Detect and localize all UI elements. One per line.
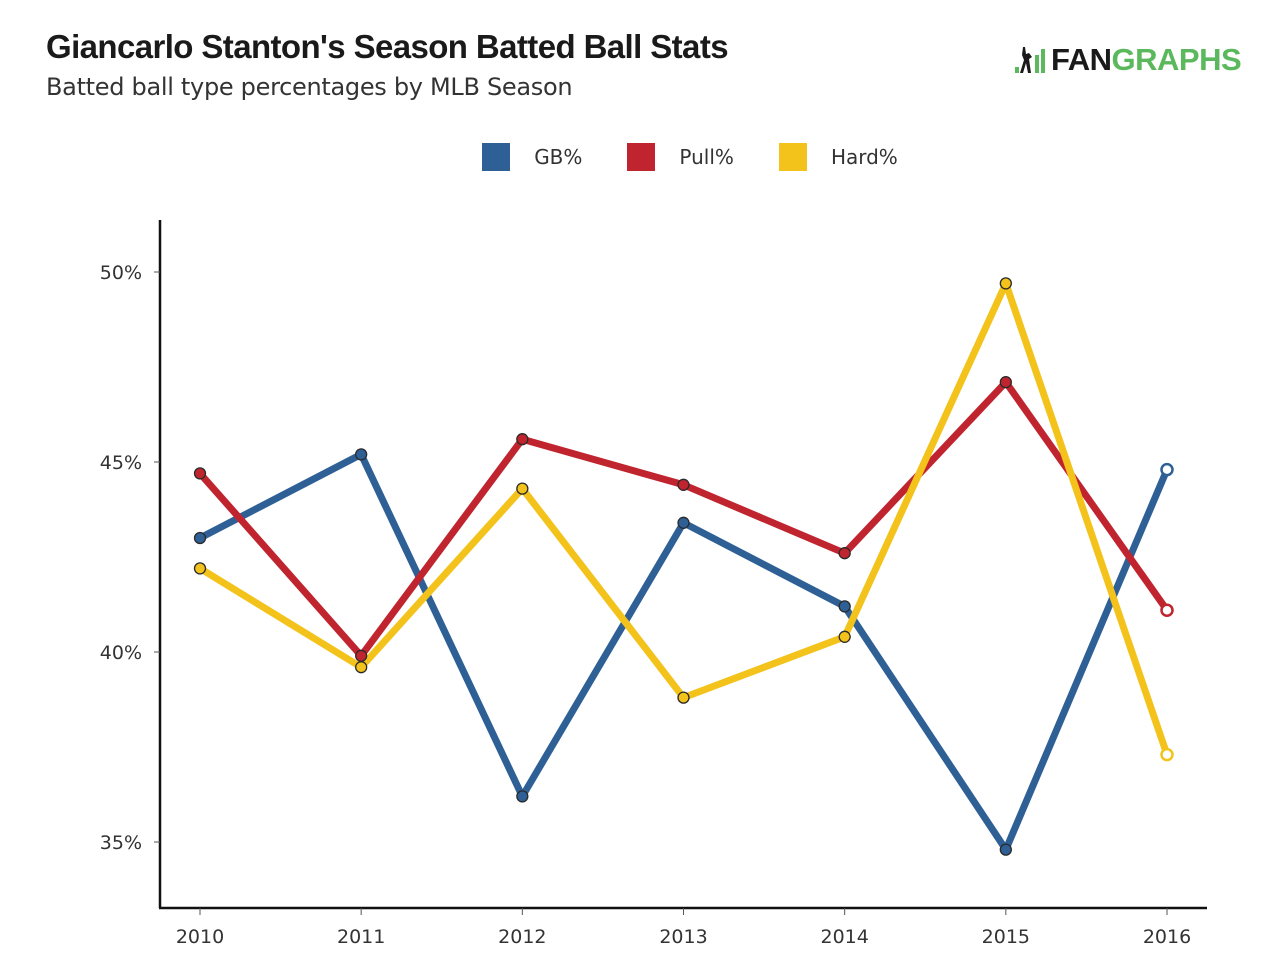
data-point-hard[interactable] [355,661,368,674]
logo-text-fan: FAN [1051,42,1112,77]
y-tick-label: 50% [100,262,142,284]
legend-label-gb: GB% [534,145,583,169]
x-tick-label: 2016 [1143,926,1191,948]
data-point-hard[interactable] [677,691,690,704]
legend-swatch-gb [482,143,511,171]
batter-bars-icon [1015,47,1045,73]
fangraphs-logo[interactable]: FAN GRAPHS [1014,42,1242,78]
data-point-pull[interactable] [355,649,368,662]
x-tick-label: 2011 [337,926,385,948]
data-point-hard[interactable] [999,277,1012,290]
data-point-hard[interactable] [193,562,207,575]
y-tick-label: 40% [100,642,142,664]
data-point-gb[interactable] [355,448,368,461]
legend-label-pull: Pull% [679,145,734,169]
series-layer [196,279,1171,854]
logo-text-graphs: GRAPHS [1111,42,1242,77]
data-point-hard[interactable] [516,482,529,495]
data-point-hard[interactable] [838,630,851,643]
y-tick-label: 45% [100,452,142,474]
data-point-gb[interactable] [193,531,207,545]
legend-swatch-hard [778,143,807,171]
legend: GB% Pull% Hard% [0,143,1280,171]
y-tick-label: 35% [100,832,142,854]
x-tick-label: 2013 [659,926,707,948]
legend-item-pull[interactable]: Pull% [627,143,734,171]
data-point-pull[interactable] [1160,603,1174,617]
series-line-gb [196,450,1171,854]
points-layer [193,277,1174,856]
data-point-gb[interactable] [1160,462,1174,477]
data-point-gb[interactable] [999,843,1012,856]
legend-swatch-pull [627,143,656,171]
x-tick-label: 2015 [982,926,1030,948]
x-tick-label: 2010 [176,926,224,948]
data-point-gb[interactable] [516,790,529,803]
axes: 35% 40% 45% 50% 2010 2011 2012 2013 2014 2015 2016 [100,220,1207,948]
data-point-gb[interactable] [677,516,690,529]
data-point-pull[interactable] [677,478,690,491]
data-point-hard[interactable] [1160,747,1174,762]
chart-subtitle: Batted ball type percentages by MLB Seas… [46,73,573,101]
legend-item-hard[interactable]: Hard% [778,143,898,171]
data-point-pull[interactable] [193,467,207,480]
data-point-pull[interactable] [999,376,1012,389]
legend-item-gb[interactable]: GB% [482,143,582,171]
x-tick-label: 2012 [498,926,546,948]
x-tick-label: 2014 [820,926,868,948]
data-point-pull[interactable] [838,547,851,560]
legend-label-hard: Hard% [830,145,898,169]
chart-title: Giancarlo Stanton's Season Batted Ball S… [46,28,729,65]
data-point-gb[interactable] [838,600,851,613]
data-point-pull[interactable] [516,433,529,446]
